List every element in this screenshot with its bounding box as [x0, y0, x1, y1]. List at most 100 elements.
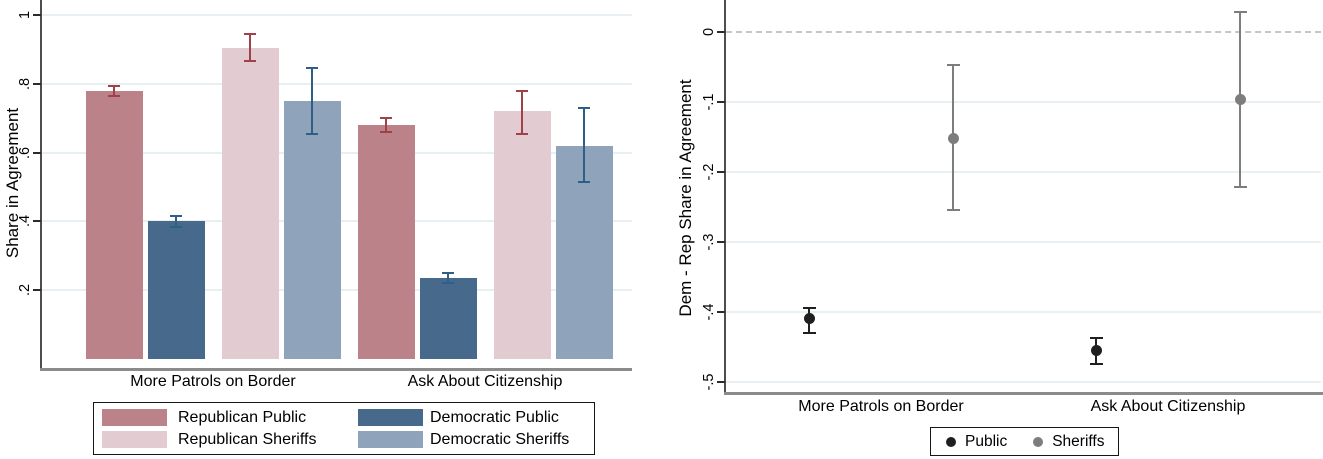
ci-cap-top-public [802, 307, 816, 310]
point-marker-sheriffs [1234, 94, 1246, 106]
legend-dot-sheriffs [1033, 436, 1044, 447]
legend-swatch-democratic-sheriffs [358, 431, 423, 448]
y-tickmark [33, 289, 41, 292]
y-tick-label: .6 [17, 146, 33, 159]
legend-label-sheriffs: Sheriffs [1052, 432, 1105, 450]
y-tickmark [717, 380, 725, 383]
ci-line-republican-public [113, 85, 115, 96]
ci-line-republican-sheriffs [249, 33, 251, 62]
y-tick-label: -.2 [701, 163, 717, 181]
bar-democratic-public [419, 278, 477, 359]
y-tickmark [33, 151, 41, 154]
y-tickmark [717, 170, 725, 173]
bar-legend-box [93, 402, 595, 455]
ci-cap-bottom-public [1089, 363, 1103, 366]
point-marker-sheriffs [947, 132, 959, 144]
bar-republican-sheriffs [221, 47, 279, 359]
bar-democratic-public [147, 221, 205, 359]
bar-republican-public [85, 90, 143, 359]
y-gridline [42, 14, 632, 16]
y-tick-label: -.5 [701, 373, 717, 391]
legend-dot-public [946, 436, 956, 447]
y-gridline [726, 100, 1321, 103]
legend-label-democratic-public: Democratic Public [430, 409, 559, 426]
ci-cap-bottom-sheriffs [1233, 186, 1247, 189]
ci-cap-bottom-republican-public [108, 94, 120, 97]
y-gridline [726, 240, 1321, 243]
legend-swatch-republican-sheriffs [102, 431, 167, 448]
y-tick-label: .2 [17, 284, 33, 297]
y-tick-label: 1 [17, 10, 33, 20]
zero-reference-line [726, 30, 1321, 33]
ci-cap-top-democratic-public [442, 272, 454, 274]
ci-cap-bottom-democratic-public [170, 225, 182, 228]
y-tick-label: -.4 [701, 303, 717, 321]
dot-plot-panel [660, 0, 1323, 459]
ci-cap-top-republican-sheriffs [516, 89, 528, 92]
y-tickmark [717, 100, 725, 103]
y-tick-label: .4 [17, 215, 33, 228]
y-tick-label: -.1 [701, 93, 717, 111]
bar-democratic-sheriffs [283, 101, 341, 359]
ci-cap-top-sheriffs [1233, 11, 1247, 14]
ci-cap-bottom-republican-sheriffs [516, 132, 528, 135]
bar-republican-sheriffs [493, 111, 551, 359]
dot-legend-box: Public Sheriffs [930, 427, 1119, 456]
legend-label-republican-sheriffs: Republican Sheriffs [178, 431, 317, 448]
legend-label-democratic-sheriffs: Democratic Sheriffs [430, 431, 570, 448]
right-y-axis [724, 0, 726, 392]
y-tick-label: -.3 [701, 233, 717, 251]
point-marker-public [1090, 344, 1102, 356]
x-category-label: Ask About Citizenship [407, 373, 563, 390]
ci-cap-top-republican-sheriffs [244, 32, 256, 35]
right-x-axis [724, 392, 1323, 395]
y-tickmark [717, 30, 725, 33]
x-category-label: Ask About Citizenship [1090, 398, 1246, 415]
legend-swatch-republican-public [102, 409, 167, 426]
x-category-label: More Patrols on Border [130, 373, 296, 390]
ci-line-democratic-public [175, 216, 177, 227]
ci-cap-bottom-republican-sheriffs [244, 60, 256, 63]
ci-cap-top-republican-public [108, 84, 120, 87]
legend-label-republican-public: Republican Public [178, 409, 307, 426]
ci-cap-top-public [1089, 337, 1103, 340]
y-gridline [726, 380, 1321, 383]
point-marker-public [803, 313, 815, 325]
left-y-axis-title: Share in Agreement [3, 107, 22, 259]
y-tick-label: .8 [17, 77, 33, 90]
legend-item-sheriffs: Sheriffs [1033, 432, 1105, 451]
ci-cap-top-democratic-public [170, 215, 182, 218]
left-y-axis [40, 0, 42, 368]
ci-line-republican-public [385, 118, 387, 132]
legend-label-public: Public [965, 432, 1008, 450]
ci-cap-bottom-democratic-sheriffs [306, 132, 318, 135]
ci-cap-bottom-democratic-public [442, 282, 454, 285]
y-tick-label: 0 [701, 27, 717, 36]
y-tickmark [33, 220, 41, 223]
y-tickmark [717, 240, 725, 243]
ci-line-democratic-sheriffs [583, 107, 585, 182]
right-y-axis-title: Dem - Rep Share in Agreement [676, 79, 695, 317]
ci-cap-bottom-sheriffs [946, 209, 960, 212]
y-tickmark [33, 14, 41, 16]
ci-cap-top-democratic-sheriffs [578, 106, 590, 109]
left-x-axis [40, 368, 632, 371]
y-gridline [42, 82, 632, 85]
ci-cap-bottom-republican-public [380, 130, 392, 133]
ci-line-democratic-public [447, 273, 449, 284]
ci-line-republican-sheriffs [521, 90, 523, 134]
legend-swatch-democratic-public [358, 409, 423, 426]
y-tickmark [717, 310, 725, 313]
ci-cap-top-sheriffs [946, 64, 960, 67]
bar-republican-public [357, 125, 415, 359]
y-tickmark [33, 82, 41, 85]
y-gridline [726, 170, 1321, 173]
x-category-label: More Patrols on Border [798, 398, 964, 415]
ci-line-democratic-sheriffs [311, 68, 313, 134]
ci-cap-top-democratic-sheriffs [306, 67, 318, 70]
y-gridline [726, 310, 1321, 313]
legend-item-public: Public [946, 433, 1007, 451]
ci-cap-bottom-public [802, 331, 816, 334]
ci-cap-top-republican-public [380, 117, 392, 120]
